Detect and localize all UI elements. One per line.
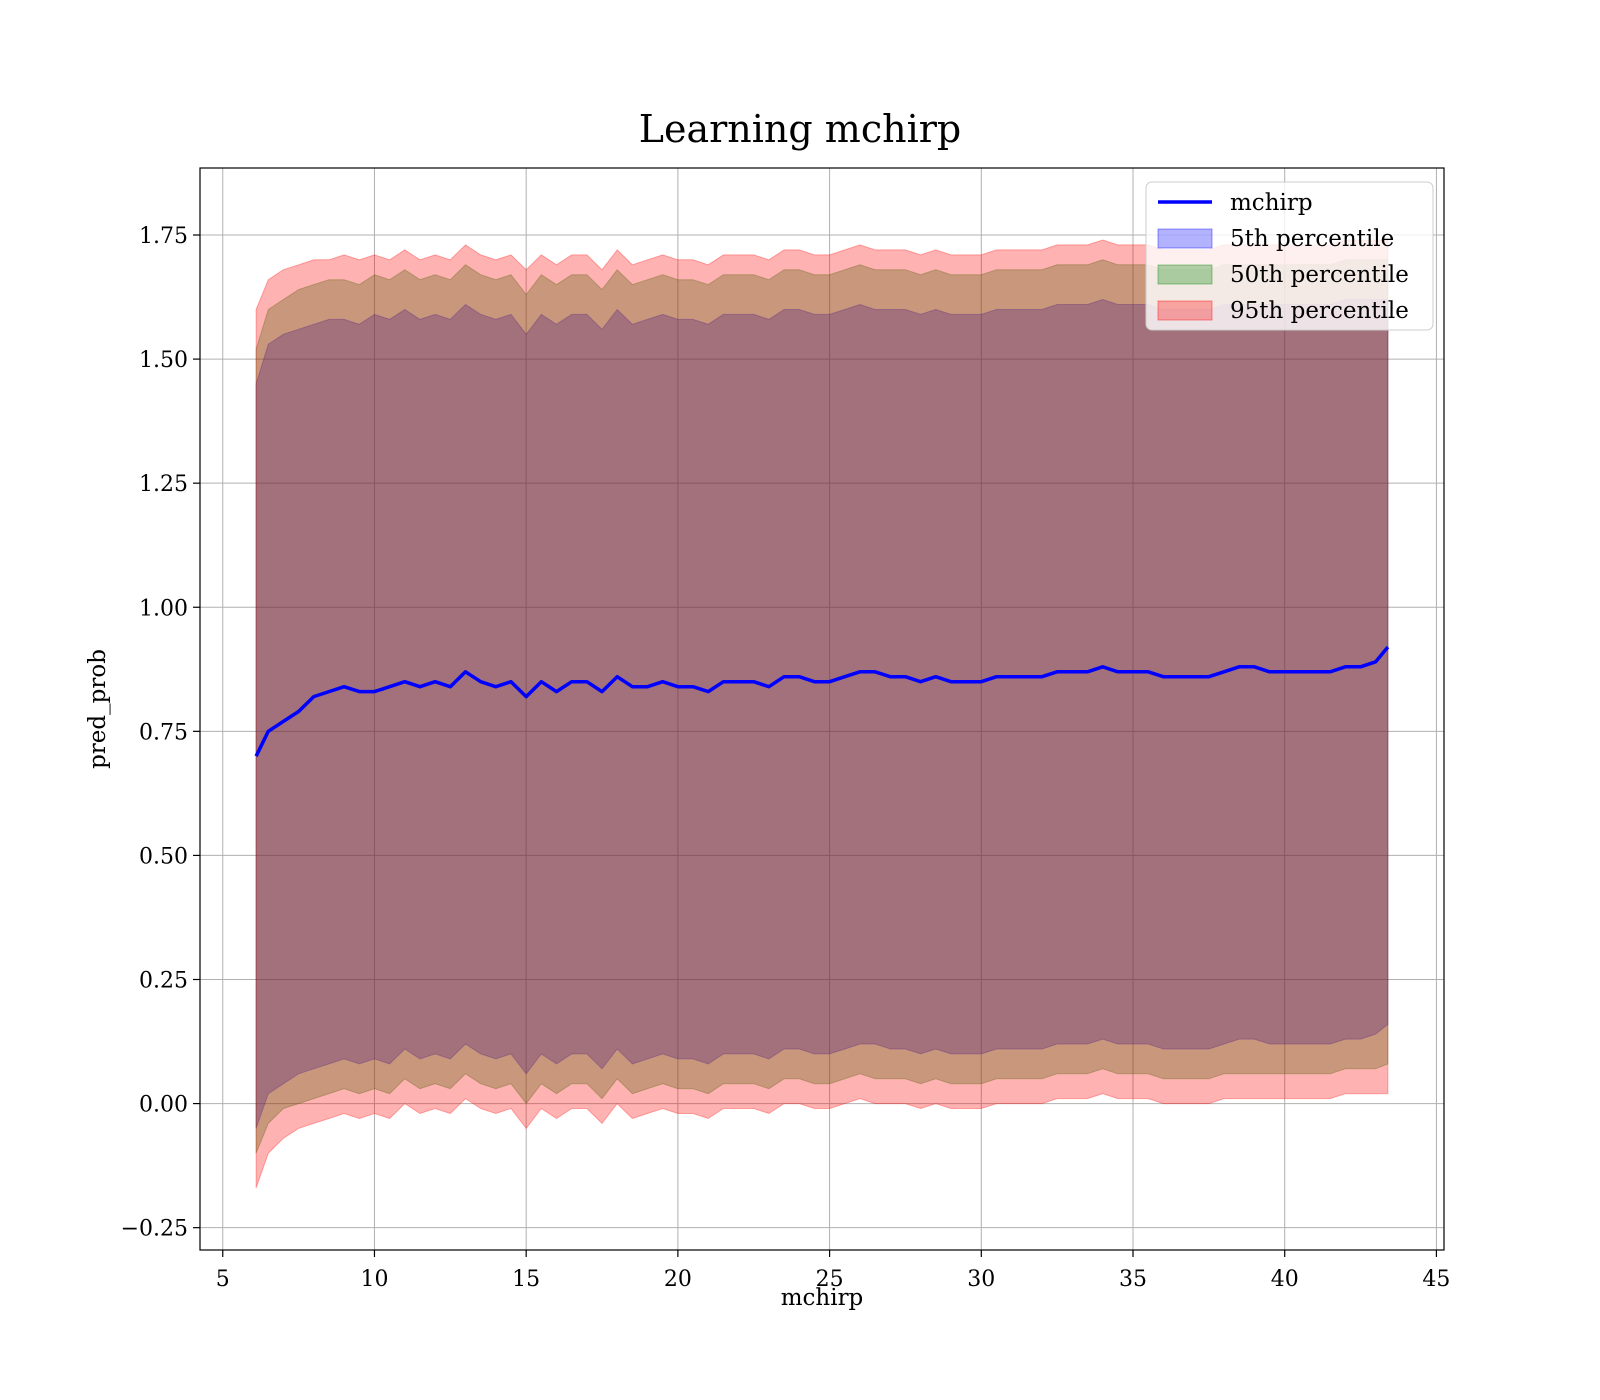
y-tick-label: −0.25 <box>121 1217 188 1242</box>
band-5th-percentile <box>255 298 1389 1129</box>
x-tick-label: 45 <box>1422 1267 1450 1292</box>
x-axis-label: mchirp <box>781 1285 864 1311</box>
x-tick-label: 35 <box>1119 1267 1147 1292</box>
series-line-mchirp <box>254 645 1390 757</box>
legend-swatch <box>1157 228 1213 249</box>
percentile-bands <box>255 239 1389 1189</box>
legend-label: 95th percentile <box>1230 298 1409 324</box>
y-tick-label: 0.50 <box>139 844 188 869</box>
x-axis-ticks: 5 10 15 20 25 30 35 40 45 <box>216 1250 1450 1292</box>
legend-label: 5th percentile <box>1230 226 1394 252</box>
x-tick-label: 10 <box>360 1267 388 1292</box>
y-axis-ticks: −0.25 0.00 0.25 0.50 0.75 1.00 1.25 1.50 1.75 <box>121 224 200 1242</box>
legend-label: mchirp <box>1230 190 1313 216</box>
legend: mchirp 5th percentile 50th percentile 95th … <box>1145 181 1434 331</box>
x-tick-label: 40 <box>1271 1267 1299 1292</box>
x-tick-label: 30 <box>967 1267 995 1292</box>
x-tick-label: 15 <box>512 1267 540 1292</box>
y-axis-label: pred_prob <box>85 649 111 769</box>
legend-swatch <box>1157 264 1213 285</box>
chart-title: Learning mchirp <box>639 107 961 151</box>
y-tick-label: 1.50 <box>139 348 188 373</box>
plot-frame <box>199 167 1445 1251</box>
legend-swatch <box>1157 300 1213 321</box>
legend-label: 50th percentile <box>1230 262 1409 288</box>
y-tick-label: 0.00 <box>139 1093 188 1118</box>
y-tick-label: 0.75 <box>139 720 188 745</box>
band-95th-percentile <box>255 239 1389 1189</box>
y-tick-label: 1.75 <box>139 224 188 249</box>
data-lines <box>254 645 1390 757</box>
x-tick-label: 20 <box>664 1267 692 1292</box>
x-tick-label: 25 <box>816 1267 844 1292</box>
legend-box <box>1145 181 1434 331</box>
y-tick-label: 0.25 <box>139 969 188 994</box>
y-tick-label: 1.25 <box>139 472 188 497</box>
x-tick-label: 5 <box>216 1267 230 1292</box>
grid <box>200 168 1444 1250</box>
band-50th-percentile <box>255 259 1389 1154</box>
y-tick-label: 1.00 <box>139 596 188 621</box>
